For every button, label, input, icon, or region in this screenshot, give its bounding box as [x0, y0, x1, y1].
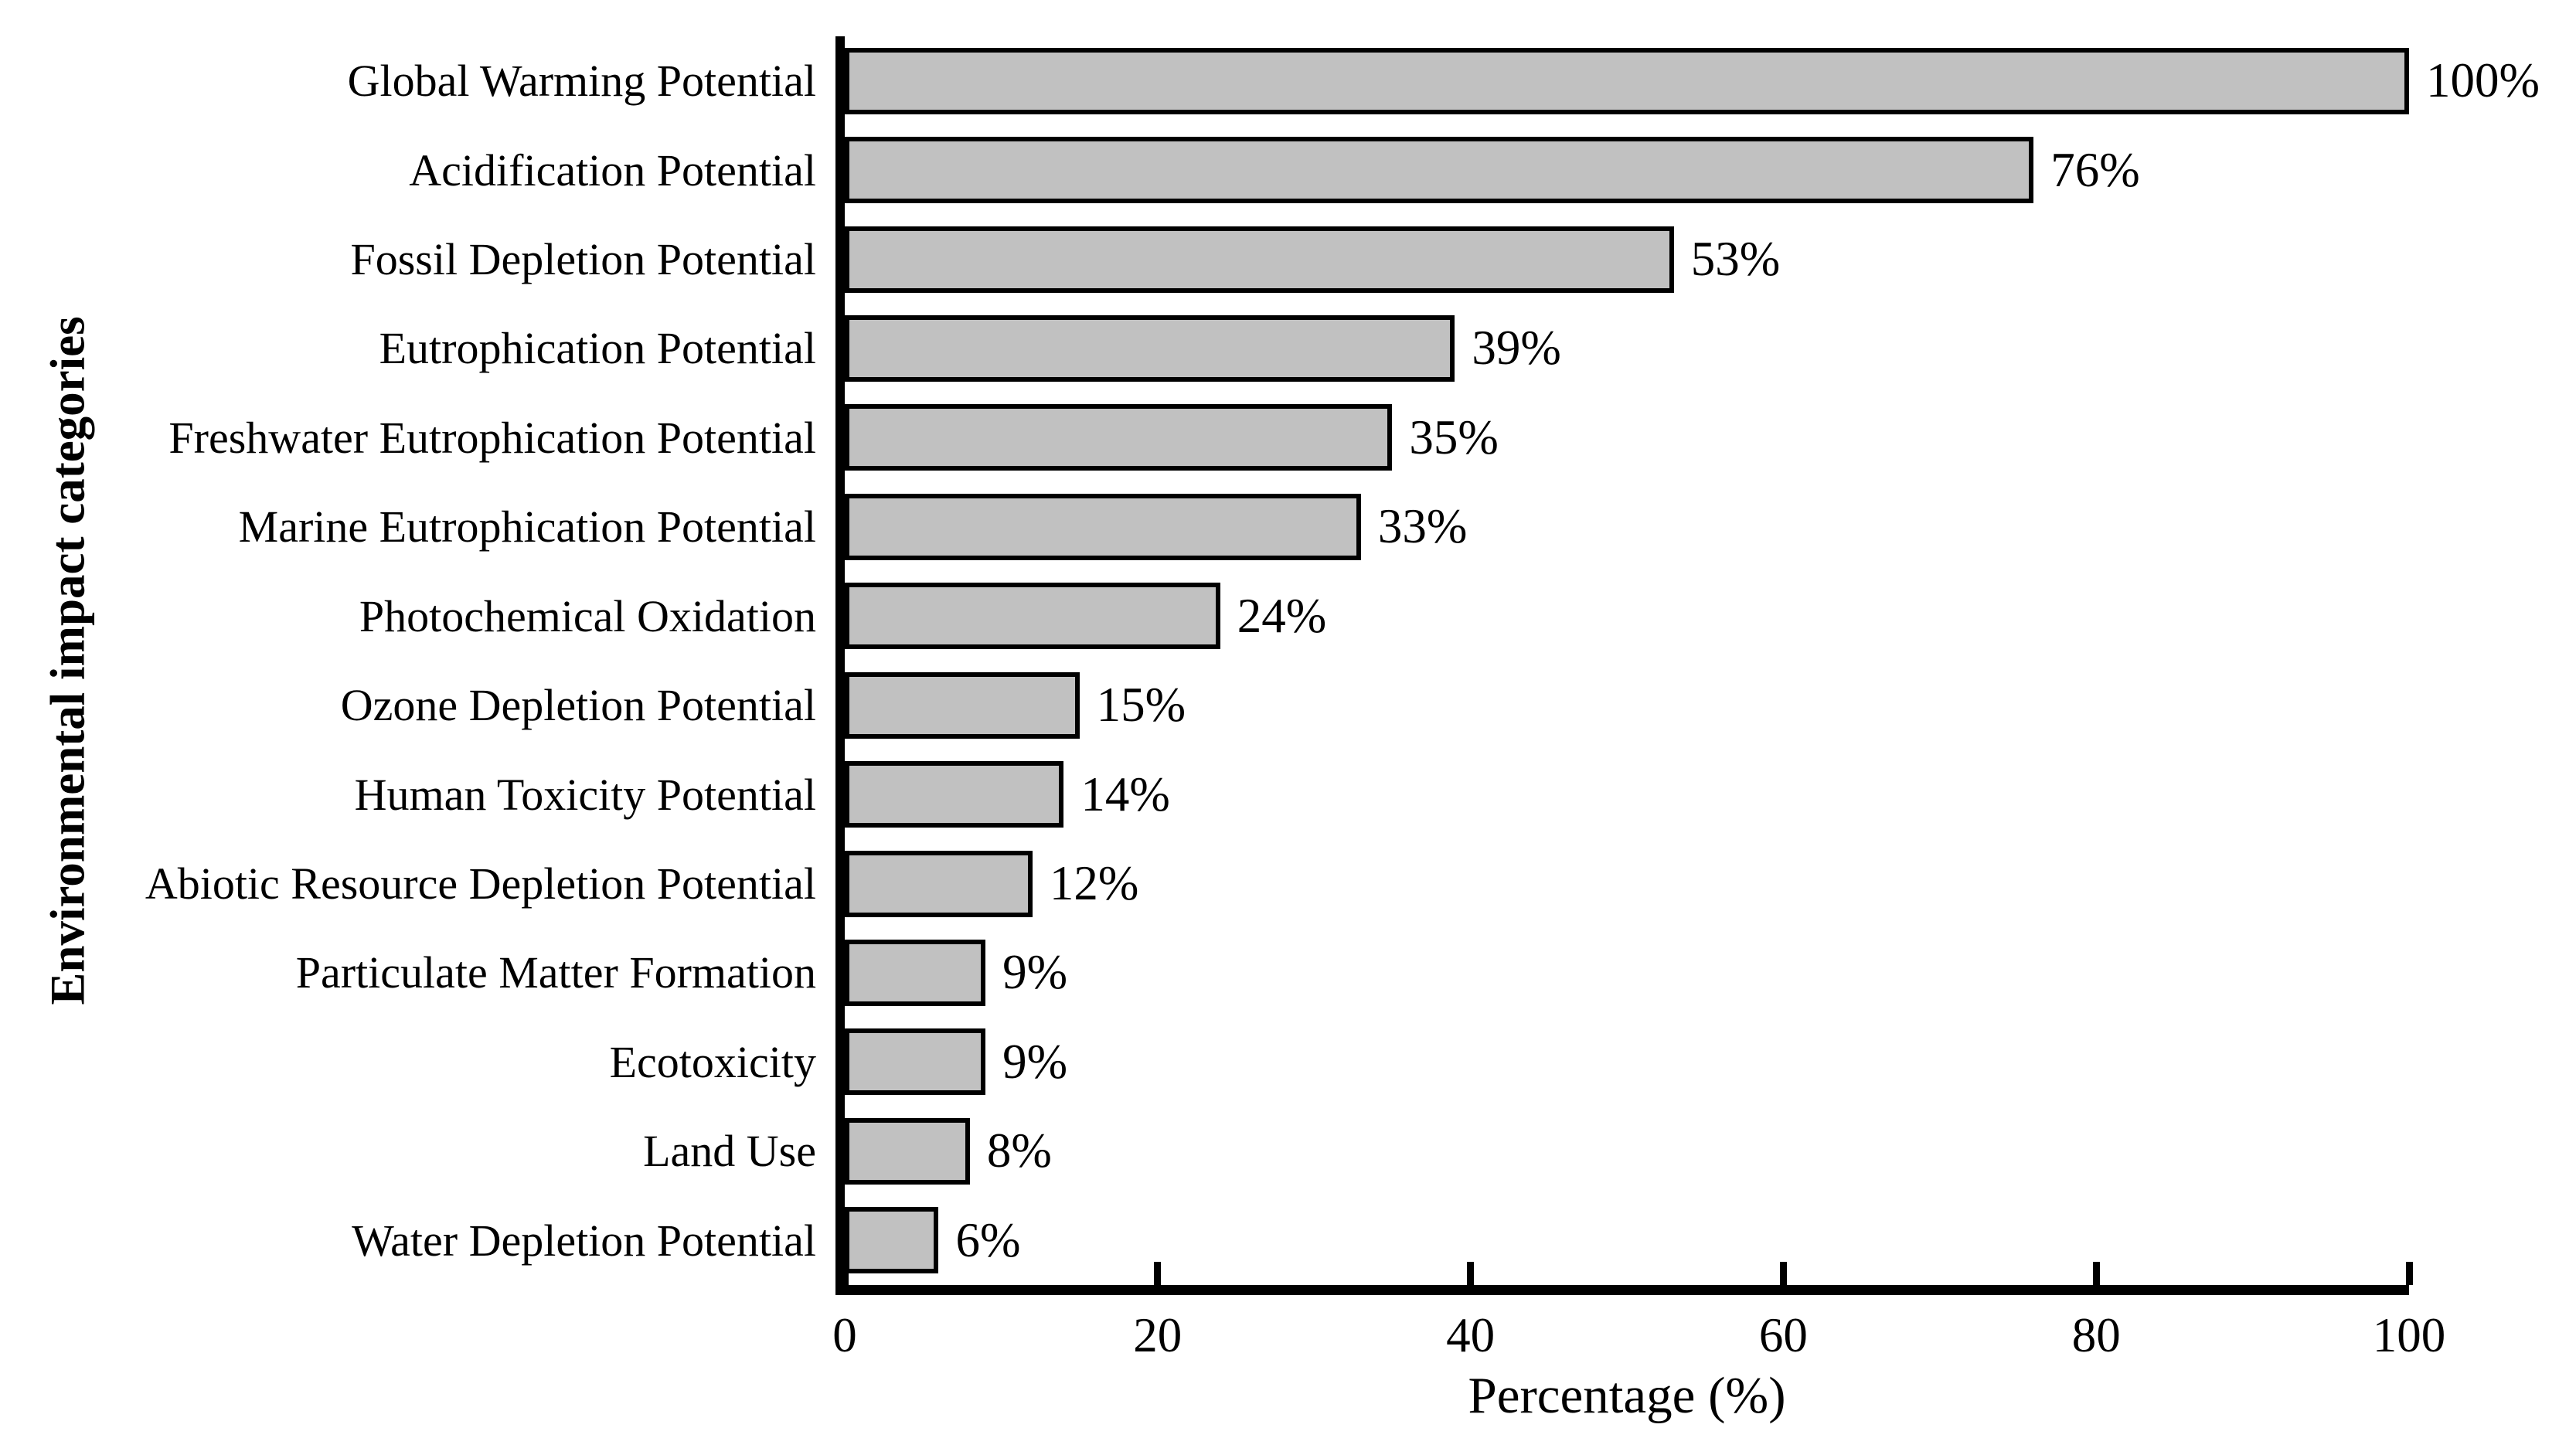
x-tick-label: 40 [1446, 1308, 1496, 1362]
x-axis-tick [1779, 1262, 1787, 1285]
category-label: Global Warming Potential [347, 56, 816, 107]
bar [845, 493, 1361, 560]
category-label: Photochemical Oxidation [359, 590, 816, 641]
bar-value-label: 35% [1409, 410, 1499, 464]
x-tick-label: 80 [2071, 1308, 2121, 1362]
category-label: Particulate Matter Formation [295, 947, 816, 998]
x-tick-label-row: 0 20 40 60 80 100 [832, 1307, 2445, 1369]
category-label: Freshwater Eutrophication Potential [168, 412, 816, 463]
bar-value-label: 39% [1472, 321, 1561, 376]
bar [845, 940, 986, 1006]
bar-value-label: 9% [1002, 1034, 1068, 1089]
x-axis-tick [2405, 1262, 2413, 1285]
x-axis-tick [2092, 1262, 2100, 1285]
x-axis-title: Percentage (%) [1468, 1367, 1786, 1424]
category-label: Eutrophication Potential [379, 323, 816, 374]
category-label: Abiotic Resource Depletion Potential [145, 858, 816, 909]
bar-value-label: 12% [1049, 856, 1139, 911]
category-label: Human Toxicity Potential [354, 769, 816, 820]
category-label: Land Use [643, 1126, 816, 1177]
bar [845, 404, 1393, 471]
bar [845, 1207, 939, 1274]
bar-value-label: 6% [955, 1212, 1021, 1267]
bar-value-label: 33% [1377, 499, 1468, 554]
bar-value-label: 9% [1002, 945, 1068, 1000]
category-label: Marine Eutrophication Potential [238, 501, 816, 552]
category-label: Ozone Depletion Potential [340, 680, 816, 731]
x-axis-tick [1467, 1262, 1475, 1285]
bar-value-label: 100% [2426, 53, 2540, 108]
bar [845, 137, 2034, 204]
x-axis-tick [1154, 1262, 1162, 1285]
bar [845, 226, 1674, 293]
x-tick-label: 60 [1758, 1308, 1808, 1362]
bar-value-label: 15% [1096, 678, 1186, 733]
bar-value-label: 14% [1080, 767, 1170, 821]
category-label: Ecotoxicity [609, 1036, 816, 1087]
bar-value-label: 8% [986, 1124, 1052, 1178]
x-axis-tick [841, 1262, 849, 1285]
bar-value-label: 76% [2050, 142, 2140, 197]
category-label: Acidification Potential [409, 144, 816, 195]
bar [845, 1117, 970, 1185]
bar [845, 761, 1064, 828]
category-label: Fossil Depletion Potential [350, 234, 816, 285]
x-tick-label: 20 [1133, 1308, 1183, 1362]
plot-area: 100% 76% 53% 39% 35% 33% 24% 15% 14% 12% 9% 9% 8% 6% [835, 36, 2540, 1295]
bar [845, 583, 1220, 650]
bar [845, 47, 2409, 114]
category-axis-labels: Global Warming Potential Acidification Po… [0, 36, 816, 1285]
x-tick-label: 0 [832, 1308, 857, 1362]
bar-value-label: 53% [1690, 232, 1781, 287]
bar [845, 671, 1080, 739]
category-label: Water Depletion Potential [352, 1215, 816, 1266]
bar [845, 315, 1455, 382]
bar [845, 850, 1033, 917]
bar [845, 1028, 986, 1096]
x-tick-label: 100 [2372, 1308, 2446, 1362]
bar-value-label: 24% [1237, 588, 1327, 643]
